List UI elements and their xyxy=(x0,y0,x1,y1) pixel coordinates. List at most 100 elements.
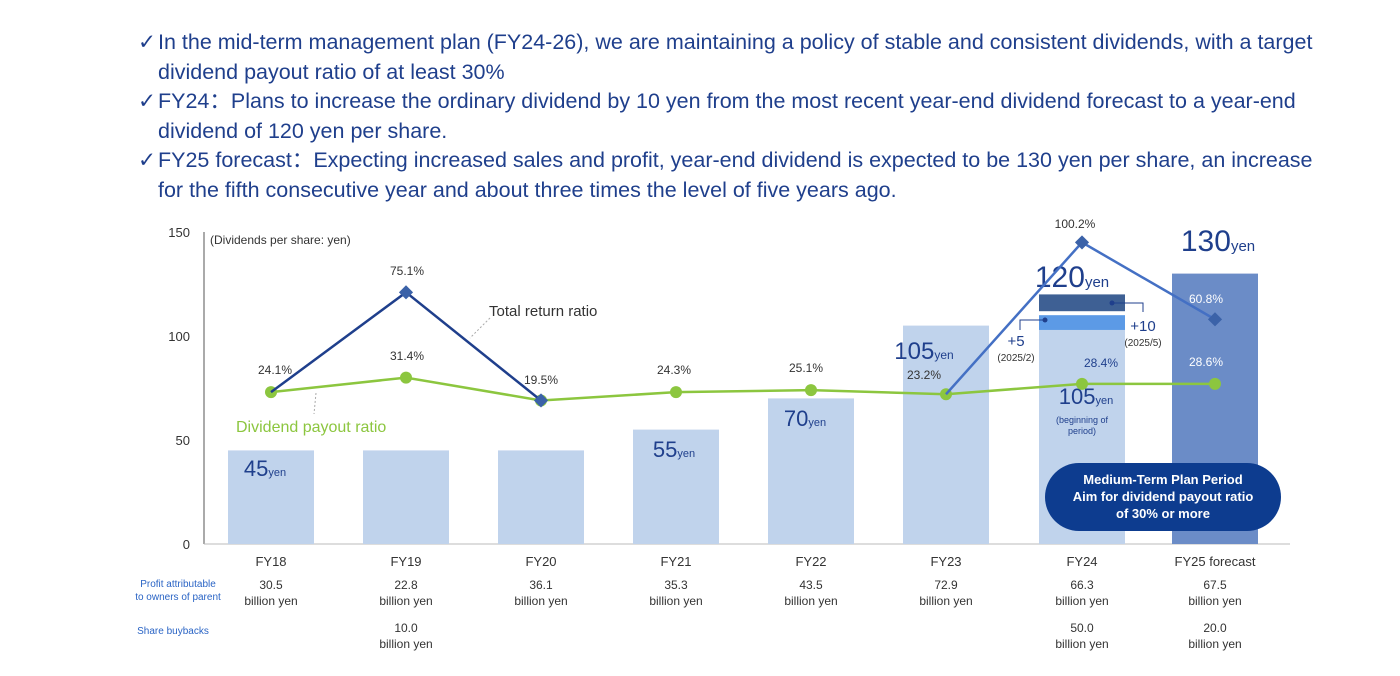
beginning-value-unit: yen xyxy=(1095,395,1113,407)
payout-ratio-point xyxy=(805,384,817,397)
profit-unit: billion yen xyxy=(784,594,837,608)
bar-increment-5 xyxy=(1039,315,1125,330)
bar-value-unit: yen xyxy=(677,448,695,460)
payout-ratio-line xyxy=(270,376,1215,402)
step1-dot xyxy=(1042,317,1048,323)
total-return-label: 100.2% xyxy=(1055,217,1096,231)
payout-ratio-point xyxy=(670,386,682,399)
payout-leader xyxy=(313,392,317,415)
profit-value: 35.3 xyxy=(664,578,688,592)
bar-value-label: 120yen xyxy=(1035,261,1109,294)
step2-label: +10 xyxy=(1130,318,1155,335)
bar-value-label: 130yen xyxy=(1181,225,1255,258)
bar-increment-10 xyxy=(1039,294,1125,312)
profit-row-label: Profit attributable xyxy=(140,579,216,590)
bar-value-unit: yen xyxy=(808,417,826,429)
x-tick-label: FY18 xyxy=(255,554,286,569)
profit-value: 72.9 xyxy=(934,578,958,592)
x-tick-label: FY22 xyxy=(795,554,826,569)
profit-unit: billion yen xyxy=(1188,594,1241,608)
total-return-legend: Total return ratio xyxy=(489,303,597,320)
total-return-label: 60.8% xyxy=(1189,292,1223,306)
total-return-point xyxy=(1207,312,1223,327)
total-return-point xyxy=(1074,235,1090,250)
payout-ratio-label: 23.2% xyxy=(907,368,941,382)
profit-value: 36.1 xyxy=(529,578,553,592)
total-return-leader xyxy=(469,317,491,339)
bar xyxy=(228,450,314,544)
bar-value-unit: yen xyxy=(934,348,953,362)
x-tick-label: FY23 xyxy=(930,554,961,569)
y-tick-label: 100 xyxy=(168,329,190,344)
profit-unit: billion yen xyxy=(244,594,297,608)
x-tick-label: FY25 forecast xyxy=(1175,554,1256,569)
check-icon: ✓ xyxy=(138,148,157,172)
total-return-point xyxy=(533,393,549,408)
bar-value-unit: yen xyxy=(268,467,286,479)
profit-row-label: to owners of parent xyxy=(135,592,221,603)
y-tick-label: 0 xyxy=(183,537,190,552)
bar xyxy=(363,450,449,544)
payout-ratio-label: 24.1% xyxy=(258,363,292,377)
check-icon: ✓ xyxy=(138,89,157,113)
bullet-text: FY25 forecast：Expecting increased sales … xyxy=(158,148,1313,202)
bar-value-unit: yen xyxy=(1085,274,1109,291)
profit-value: 67.5 xyxy=(1203,578,1227,592)
payout-ratio-point xyxy=(1076,377,1088,390)
payout-ratio-label: 19.5% xyxy=(524,373,558,387)
profit-value: 43.5 xyxy=(799,578,823,592)
payout-ratio-label: 24.3% xyxy=(657,363,691,377)
beginning-note: (beginning of xyxy=(1056,415,1109,425)
bar xyxy=(633,429,719,544)
x-tick-label: FY24 xyxy=(1066,554,1097,569)
profit-value: 30.5 xyxy=(259,578,283,592)
medium-term-box xyxy=(1045,463,1281,531)
bar-value-label: 55yen xyxy=(653,437,695,462)
medium-term-box-text: Medium-Term Plan Period xyxy=(1083,472,1242,487)
bullet-item: ✓ In the mid-term management plan (FY24-… xyxy=(138,28,1318,87)
payout-ratio-label: 31.4% xyxy=(390,349,424,363)
profit-unit: billion yen xyxy=(514,594,567,608)
unit-label: (Dividends per share: yen) xyxy=(210,233,351,247)
buyback-value: 10.0 xyxy=(394,621,418,635)
step2-dot xyxy=(1109,300,1115,306)
step2-bracket xyxy=(1113,302,1144,312)
buyback-unit: billion yen xyxy=(1055,637,1108,651)
buyback-value: 50.0 xyxy=(1070,621,1094,635)
y-tick-label: 150 xyxy=(168,225,190,240)
buyback-value: 20.0 xyxy=(1203,621,1227,635)
step1-bracket xyxy=(1019,319,1044,330)
profit-unit: billion yen xyxy=(919,594,972,608)
bullet-item: ✓ FY24：Plans to increase the ordinary di… xyxy=(138,87,1318,146)
x-tick-label: FY19 xyxy=(390,554,421,569)
step1-label: +5 xyxy=(1007,333,1024,350)
bullet-text: FY24：Plans to increase the ordinary divi… xyxy=(158,89,1296,143)
bar-value-unit: yen xyxy=(1231,238,1255,255)
profit-value: 22.8 xyxy=(394,578,418,592)
medium-term-box-text: Aim for dividend payout ratio xyxy=(1073,489,1254,504)
profit-unit: billion yen xyxy=(1055,594,1108,608)
payout-ratio-label: 28.6% xyxy=(1189,355,1223,369)
medium-term-box-text: of 30% or more xyxy=(1116,506,1210,521)
buyback-unit: billion yen xyxy=(1188,637,1241,651)
bar xyxy=(768,398,854,544)
payout-ratio-label: 28.4% xyxy=(1084,356,1118,370)
step2-date: (2025/5) xyxy=(1124,338,1161,349)
bullet-list: ✓ In the mid-term management plan (FY24-… xyxy=(138,28,1318,205)
profit-value: 66.3 xyxy=(1070,578,1094,592)
bullet-text: In the mid-term management plan (FY24-26… xyxy=(158,30,1313,84)
payout-ratio-label: 25.1% xyxy=(789,361,823,375)
payout-legend: Dividend payout ratio xyxy=(236,419,386,436)
step1-date: (2025/2) xyxy=(997,353,1034,364)
check-icon: ✓ xyxy=(138,30,157,54)
total-return-label: 75.1% xyxy=(390,264,424,278)
x-tick-label: FY20 xyxy=(525,554,556,569)
buyback-row-label: Share buybacks xyxy=(137,626,209,637)
y-tick-label: 50 xyxy=(176,433,190,448)
payout-ratio-point xyxy=(1209,377,1221,390)
beginning-note: period) xyxy=(1068,426,1096,436)
bar xyxy=(498,450,584,544)
profit-unit: billion yen xyxy=(379,594,432,608)
payout-ratio-point xyxy=(400,371,412,384)
